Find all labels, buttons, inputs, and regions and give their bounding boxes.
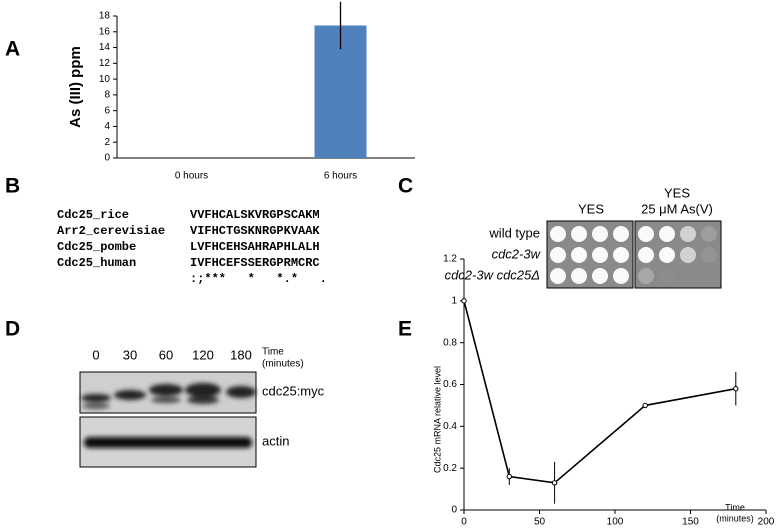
y-axis-label: As (III) ppm	[67, 46, 84, 128]
conservation: :;*** * *.* .	[190, 272, 327, 286]
time-unit: (minutes)	[262, 359, 304, 370]
y-tick-label: 0.8	[443, 337, 457, 348]
panel-label: E	[398, 318, 412, 341]
colony-spot	[571, 268, 587, 284]
data-point	[551, 480, 558, 486]
y-tick-label: 2	[104, 137, 110, 148]
y-tick-label: 12	[99, 58, 111, 69]
seq-name: Arr2_cerevisiae	[57, 224, 165, 238]
y-tick-label: 10	[99, 74, 111, 85]
spot-assay: YES YES 25 μM As(V) wild type cdc2-3w cd…	[445, 185, 722, 289]
alignment: Cdc25_rice VVFHCALSKVRGPSCAKM Arr2_cerev…	[57, 208, 327, 286]
y-tick-label: 0	[451, 505, 457, 516]
data-point	[733, 385, 739, 392]
band-label: cdc25:myc	[262, 383, 325, 398]
sequence: LVFHCEHSAHRAPHLALH	[190, 240, 320, 254]
colony-spot	[550, 247, 566, 263]
x-tick-label: 200	[758, 517, 775, 528]
data-point	[461, 298, 467, 304]
colony-spot	[659, 226, 675, 242]
time-label: 30	[123, 347, 137, 362]
y-tick-label: 1.2	[443, 254, 457, 265]
colony-spot	[701, 247, 717, 263]
y-tick-label: 0	[104, 153, 110, 164]
colony-spot	[550, 226, 566, 242]
y-tick-label: 14	[99, 42, 111, 53]
seq-name: Cdc25_rice	[57, 208, 129, 222]
x-tick-label: 150	[682, 517, 699, 528]
x-tick-label: 0 hours	[175, 171, 208, 182]
strain: cdc2-3w cdc25Δ	[445, 267, 540, 282]
y-tick-label: 0.4	[443, 421, 457, 432]
time-label: 120	[192, 347, 214, 362]
colony-spot	[613, 247, 629, 263]
colony-spot	[550, 268, 566, 284]
sequence: VIFHCTGSKNRGPKVAAK	[190, 224, 320, 238]
panel-label: A	[5, 38, 20, 61]
data-point	[642, 402, 648, 409]
y-tick-label: 6	[104, 105, 110, 116]
y-tick-label: 0.6	[443, 379, 457, 390]
seq-name: Cdc25_human	[57, 256, 136, 270]
colony-spot	[659, 247, 675, 263]
colony-spot	[701, 226, 717, 242]
colony-spot	[571, 226, 587, 242]
time-label: 60	[159, 347, 173, 362]
x-axis-label: (minutes)	[716, 513, 754, 523]
x-axis-label: Time	[725, 502, 745, 512]
column-header: 25 μM As(V)	[641, 201, 713, 216]
x-tick-label: 6 hours	[324, 171, 357, 182]
y-tick-label: 0.2	[443, 463, 457, 474]
colony-spot	[638, 247, 654, 263]
y-tick-label: 1	[451, 295, 457, 306]
column-header: YES	[664, 185, 690, 200]
time-label: 0	[92, 347, 99, 362]
colony-spot	[592, 247, 608, 263]
colony-spot	[638, 226, 654, 242]
y-tick-label: 18	[99, 11, 111, 22]
western-blot: 0 30 60 120 180 Time (minutes) cdc25:myc…	[79, 347, 325, 468]
seq-name: Cdc25_pombe	[57, 240, 136, 254]
colony-spot	[592, 268, 608, 284]
time-label: 180	[230, 347, 252, 362]
y-tick-label: 16	[99, 26, 111, 37]
panel-label: D	[5, 318, 20, 341]
colony-spot	[613, 226, 629, 242]
x-tick-label: 0	[461, 517, 467, 528]
x-tick-label: 50	[534, 517, 546, 528]
panel-label: C	[398, 175, 413, 198]
colony-spot	[659, 268, 675, 284]
colony-spot	[638, 268, 654, 284]
strain: cdc2-3w	[492, 246, 542, 261]
colony-spot	[613, 268, 629, 284]
column-header: YES	[578, 201, 604, 216]
sequence: IVFHCEFSSERGPRMCRC	[190, 256, 320, 270]
sequence: VVFHCALSKVRGPSCAKM	[190, 208, 320, 222]
colony-spot	[680, 226, 696, 242]
colony-spot	[680, 247, 696, 263]
panel-label: B	[5, 175, 20, 198]
y-tick-label: 8	[104, 90, 110, 101]
band-label: actin	[262, 433, 289, 448]
strain: wild type	[488, 225, 540, 240]
x-tick-label: 100	[607, 517, 624, 528]
colony-spot	[571, 247, 587, 263]
time-unit: Time	[262, 347, 284, 358]
colony-spot	[592, 226, 608, 242]
y-tick-label: 4	[104, 121, 110, 132]
data-point	[506, 473, 512, 480]
data-line	[463, 300, 736, 484]
y-axis-label: Cdc25 mRNA relative level	[432, 366, 442, 473]
